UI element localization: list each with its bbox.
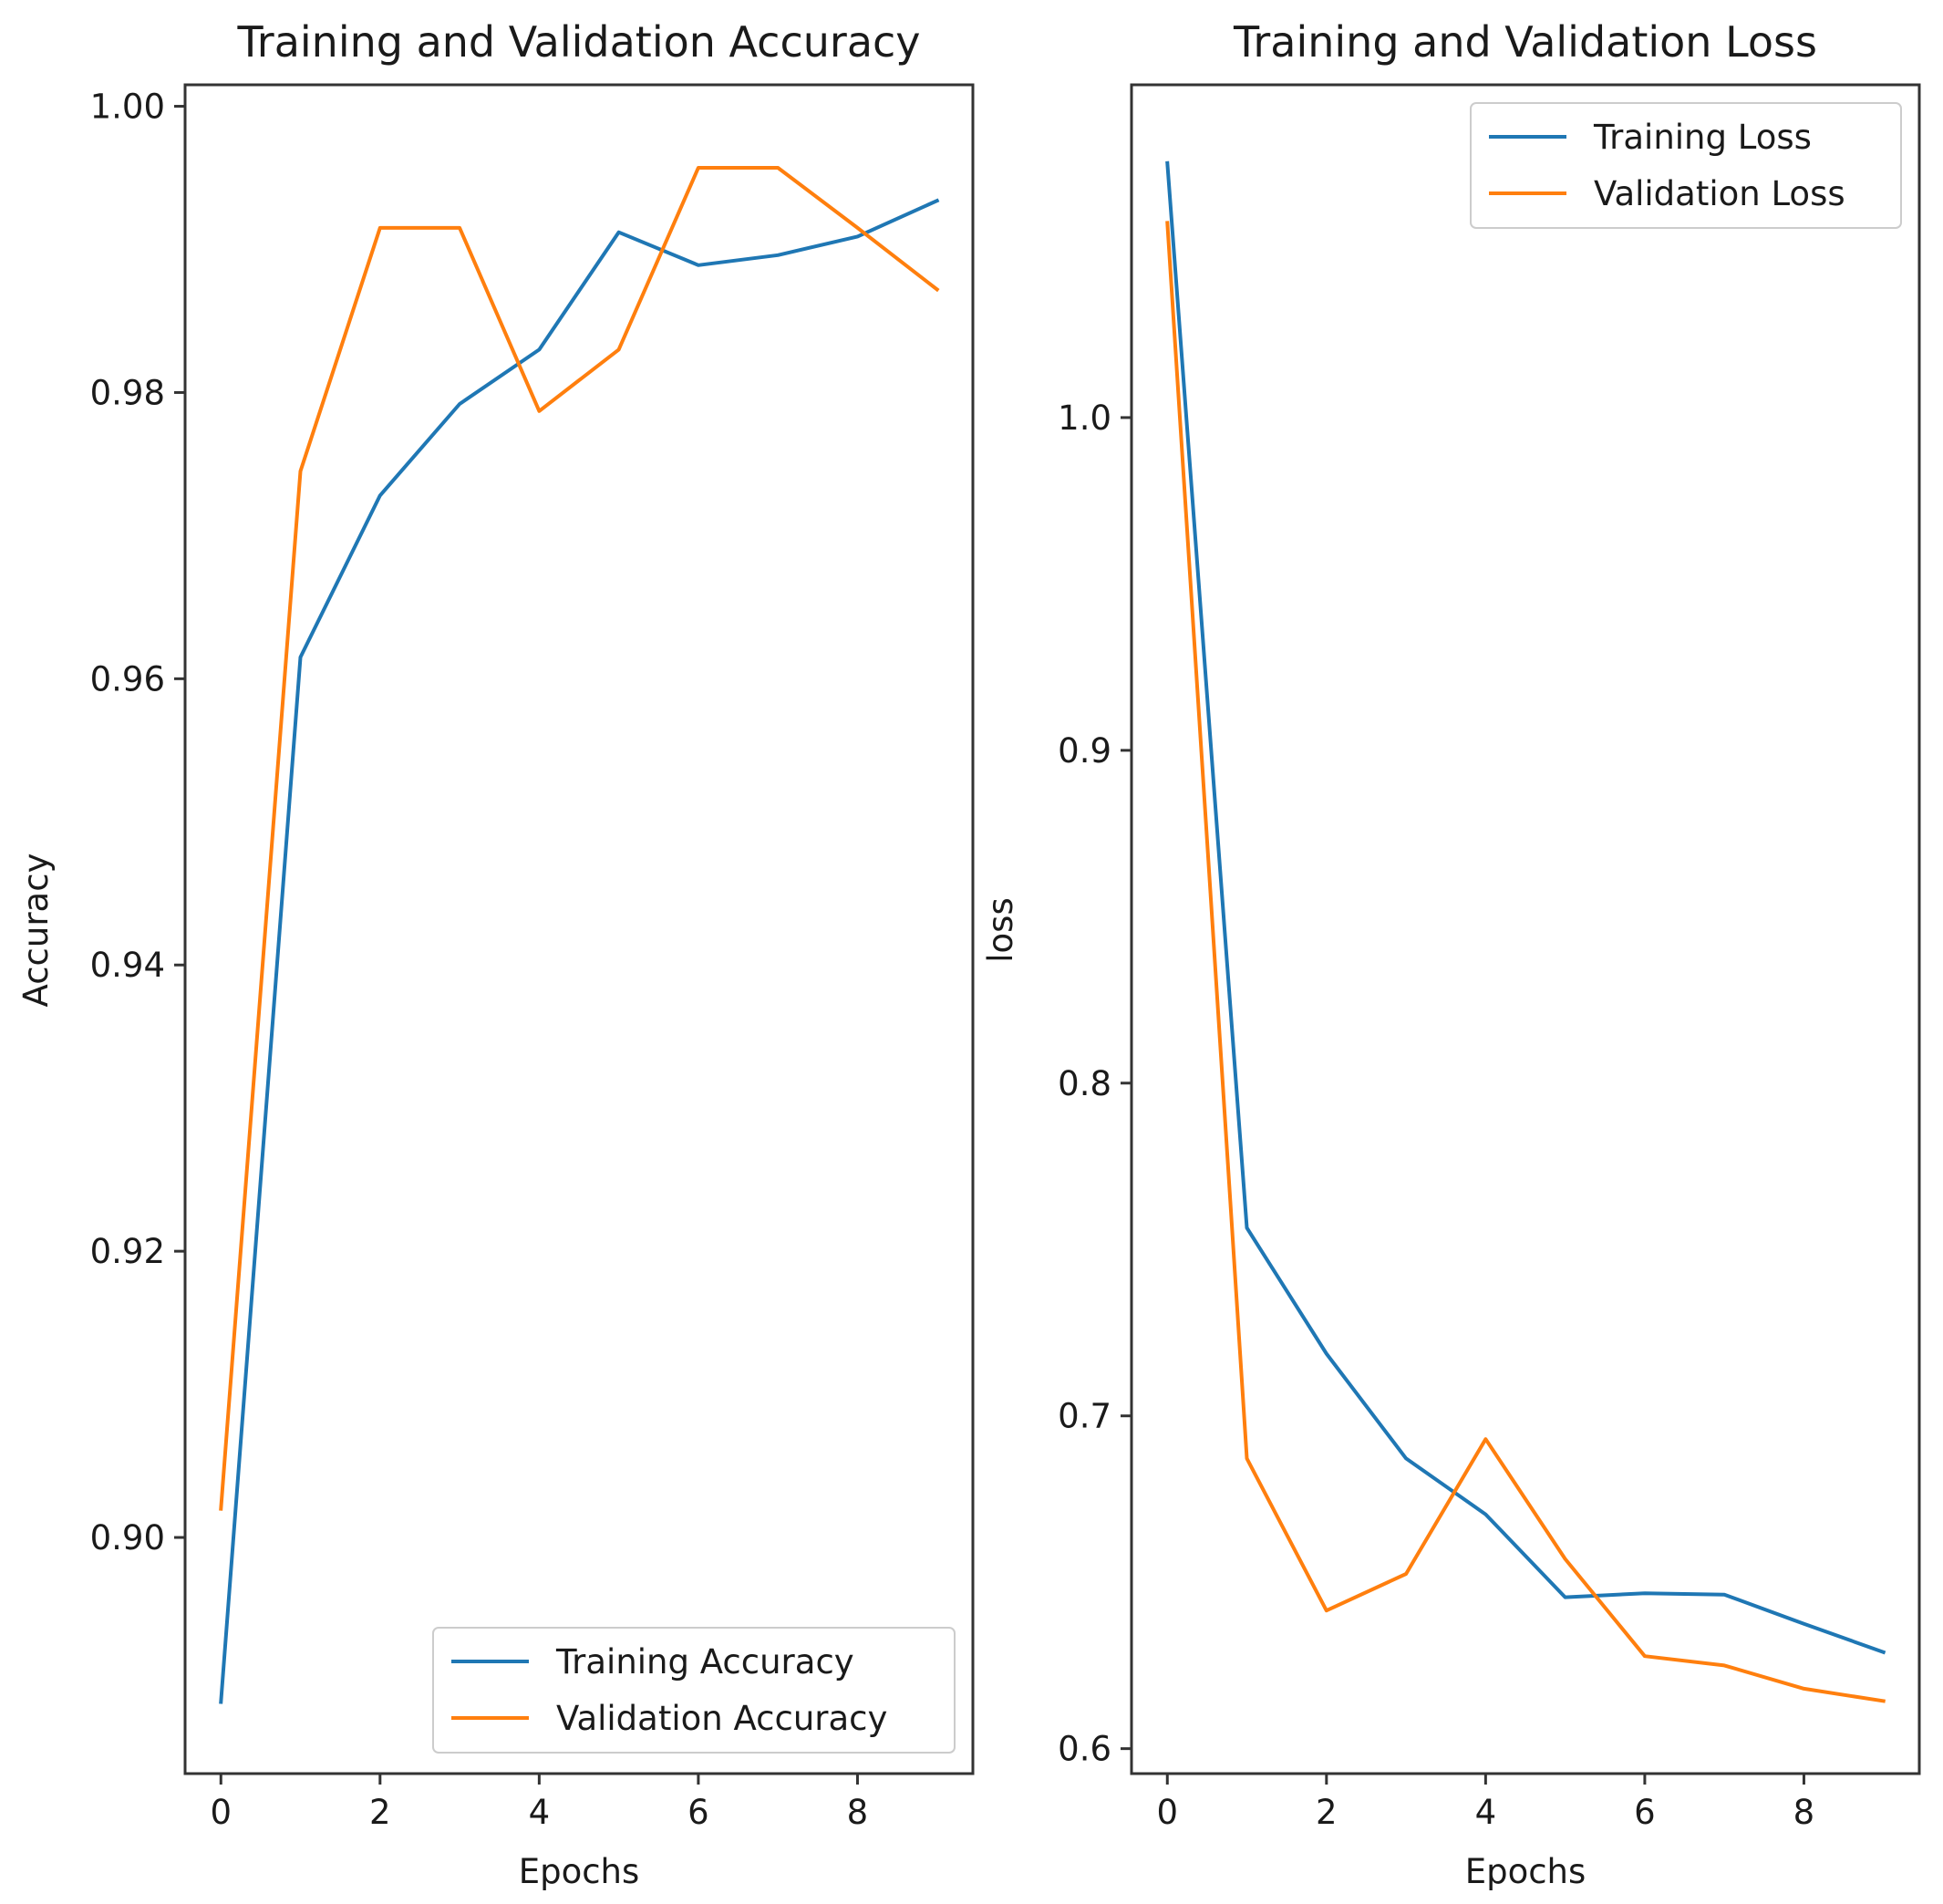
loss-plot-frame (1130, 83, 1921, 1775)
loss-series-line-training-loss (1165, 160, 1886, 1655)
loss-y-tick-label: 0.9 (1058, 731, 1111, 771)
loss-x-tick-label: 2 (1316, 1793, 1338, 1832)
loss-x-tick-label: 0 (1156, 1793, 1178, 1832)
accuracy-series-line-training-accuracy (219, 198, 940, 1704)
loss-legend-box (1470, 102, 1902, 229)
accuracy-x-tick-label: 2 (369, 1793, 391, 1832)
legend-label-validation-accuracy: Validation Accuracy (556, 1699, 887, 1738)
accuracy-x-tick-label: 6 (687, 1793, 709, 1832)
loss-y-tick-label: 0.7 (1058, 1397, 1111, 1436)
loss-legend: Training Loss Validation Loss (1470, 102, 1902, 229)
accuracy-panel: Training and Validation Accuracy Accurac… (16, 17, 975, 1891)
loss-x-axis-label: Epochs (1465, 1852, 1586, 1891)
loss-x-tick-label: 8 (1793, 1793, 1815, 1832)
accuracy-y-tick-label: 0.92 (90, 1232, 165, 1271)
accuracy-chart-title: Training and Validation Accuracy (236, 17, 920, 67)
loss-panel: Training and Validation Loss loss Epochs… (981, 17, 1921, 1891)
accuracy-series-lines (219, 166, 940, 1704)
loss-x-ticks: 0 2 4 6 8 (1156, 1774, 1814, 1832)
legend-label-training-loss: Training Loss (1593, 118, 1812, 157)
accuracy-y-ticks: 0.90 0.92 0.94 0.96 0.98 1.00 (90, 88, 185, 1557)
accuracy-x-tick-label: 0 (210, 1793, 232, 1832)
loss-y-tick-label: 0.8 (1058, 1064, 1111, 1103)
accuracy-y-tick-label: 0.96 (90, 659, 165, 698)
accuracy-y-tick-label: 1.00 (90, 88, 165, 127)
loss-chart-title: Training and Validation Loss (1233, 17, 1817, 67)
loss-x-tick-label: 6 (1634, 1793, 1656, 1832)
loss-y-ticks: 0.6 0.7 0.8 0.9 1.0 (1058, 398, 1132, 1769)
loss-series-lines (1165, 160, 1886, 1703)
loss-y-tick-label: 0.6 (1058, 1730, 1111, 1769)
loss-y-tick-label: 1.0 (1058, 398, 1111, 438)
accuracy-legend-box (432, 1627, 956, 1754)
loss-x-tick-label: 4 (1475, 1793, 1497, 1832)
accuracy-series-line-validation-accuracy (219, 166, 940, 1511)
accuracy-y-tick-label: 0.98 (90, 373, 165, 412)
accuracy-x-axis-label: Epochs (519, 1852, 640, 1891)
legend-label-training-accuracy: Training Accuracy (555, 1642, 854, 1682)
accuracy-legend: Training Accuracy Validation Accuracy (432, 1627, 956, 1754)
legend-label-validation-loss: Validation Loss (1594, 174, 1845, 213)
accuracy-x-tick-label: 4 (529, 1793, 551, 1832)
accuracy-y-tick-label: 0.90 (90, 1518, 165, 1557)
loss-series-line-validation-loss (1165, 221, 1886, 1703)
loss-y-axis-label: loss (981, 897, 1020, 962)
accuracy-y-tick-label: 0.94 (90, 946, 165, 985)
accuracy-x-tick-label: 8 (847, 1793, 869, 1832)
accuracy-x-ticks: 0 2 4 6 8 (210, 1774, 868, 1832)
accuracy-plot-frame (183, 83, 975, 1775)
accuracy-y-axis-label: Accuracy (16, 854, 56, 1008)
